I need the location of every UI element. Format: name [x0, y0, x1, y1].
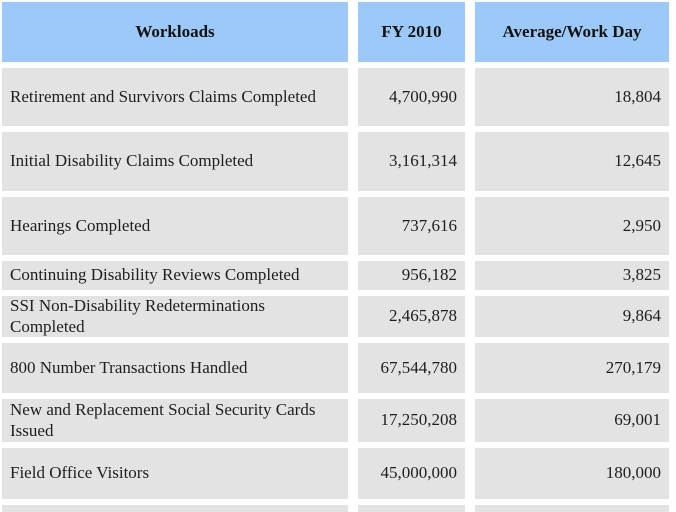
- cell-workload: Field Office Visitors: [2, 448, 348, 499]
- cell-workload: New and Replacement Social Security Card…: [2, 399, 348, 442]
- cell-workload: Retirement and Survivors Claims Complete…: [2, 68, 348, 126]
- cell-average-empty: [475, 505, 669, 512]
- cell-average-value: 270,179: [475, 343, 669, 393]
- cell-fy2010-value: 737,616: [358, 197, 465, 255]
- cell-workload: 800 Number Transactions Handled: [2, 343, 348, 393]
- cell-workload: Continuing Disability Reviews Completed: [2, 261, 348, 290]
- cell-fy2010-value: 4,700,990: [358, 68, 465, 126]
- cell-workload: SSI Non-Disability Redeterminations Comp…: [2, 296, 348, 337]
- cell-fy2010-value: 3,161,314: [358, 132, 465, 191]
- cell-average-value: 69,001: [475, 399, 669, 442]
- cell-fy2010-value: 956,182: [358, 261, 465, 290]
- cell-fy2010-value: 67,544,780: [358, 343, 465, 393]
- column-header-fy-2010: FY 2010: [358, 2, 465, 62]
- cell-fy2010-value: 45,000,000: [358, 448, 465, 499]
- cell-workload: Initial Disability Claims Completed: [2, 132, 348, 191]
- cell-average-value: 3,825: [475, 261, 669, 290]
- cell-workload-empty: [2, 505, 348, 512]
- cell-average-value: 18,804: [475, 68, 669, 126]
- cell-average-value: 9,864: [475, 296, 669, 337]
- cell-workload: Hearings Completed: [2, 197, 348, 255]
- cell-fy2010-value: 2,465,878: [358, 296, 465, 337]
- cell-fy2010-value: 17,250,208: [358, 399, 465, 442]
- cell-average-value: 12,645: [475, 132, 669, 191]
- cell-average-value: 180,000: [475, 448, 669, 499]
- column-header-average-work-day: Average/Work Day: [475, 2, 669, 62]
- cell-fy2010-empty: [358, 505, 465, 512]
- cell-average-value: 2,950: [475, 197, 669, 255]
- column-header-workloads: Workloads: [2, 2, 348, 62]
